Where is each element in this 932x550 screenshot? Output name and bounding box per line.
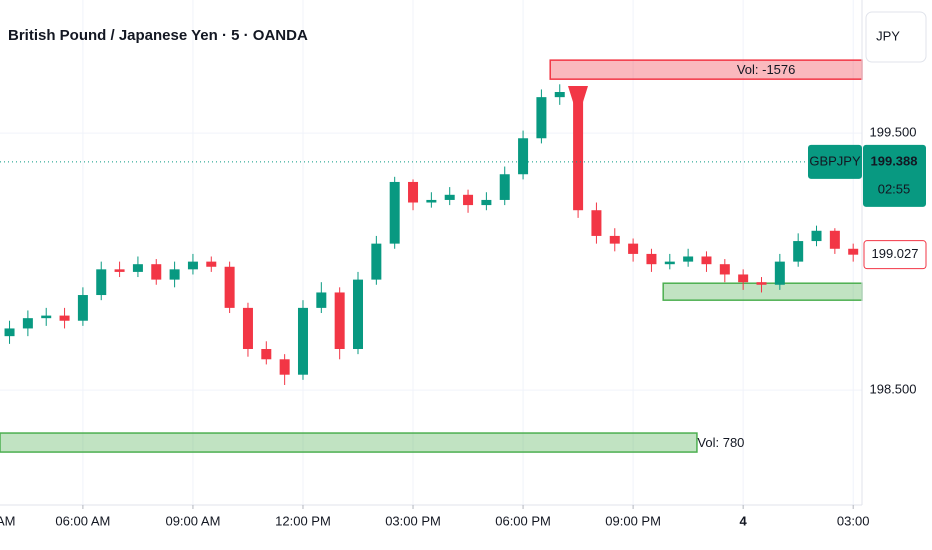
candle-body [683, 256, 694, 262]
zone-label: Vol: -1576 [737, 62, 796, 77]
currency-label: JPY [876, 28, 900, 43]
grid [0, 0, 862, 505]
candle-body [4, 328, 15, 337]
candle-body [132, 264, 143, 272]
candle-body [499, 174, 510, 200]
symbol-name: GBPJPY [809, 153, 861, 168]
candle-body [756, 282, 767, 285]
candle-body [591, 210, 602, 236]
candle-body [719, 264, 730, 275]
candle-body [96, 269, 107, 296]
candle-body [279, 359, 290, 375]
candle-body [738, 274, 749, 283]
candle-body [609, 235, 620, 244]
candle-body [334, 292, 345, 350]
price-label: 199.388 [871, 153, 918, 168]
candle-body [664, 261, 675, 265]
candle-body [151, 264, 162, 280]
zones: Vol: -1576 Vol: 780 [0, 59, 863, 453]
x-tick-label: 09:00 PM [605, 513, 661, 528]
candle-body [774, 261, 785, 285]
candle-body [848, 248, 859, 255]
x-tick-label: 09:00 AM [165, 513, 220, 528]
candle-body [187, 261, 198, 270]
candle-body [554, 92, 565, 98]
candle-body [573, 92, 584, 211]
x-tick-label: 03:00 PM [385, 513, 441, 528]
x-tick-label: 4 [740, 513, 748, 528]
candle-body [793, 241, 804, 262]
x-tick-label: 06:00 PM [495, 513, 551, 528]
zone-label: Vol: 780 [697, 435, 744, 450]
y-tick-label: 199.500 [870, 125, 917, 140]
candle-body [408, 181, 419, 203]
candle-body [536, 97, 547, 139]
zone [0, 432, 698, 453]
candle-body [206, 261, 217, 267]
candles [0, 84, 862, 385]
countdown: 02:55 [878, 181, 911, 196]
candle-body [353, 279, 364, 350]
candle-body [701, 256, 712, 265]
candle-body [389, 181, 400, 244]
x-tick-label: 03:00 [837, 513, 870, 528]
candle-body [426, 199, 437, 203]
zone [549, 59, 863, 80]
candle-body [463, 194, 474, 206]
candle-body [444, 194, 455, 200]
zone [662, 282, 863, 301]
candle-body [41, 315, 52, 319]
price-tag [863, 144, 926, 207]
candle-body [481, 199, 492, 206]
candle-body [169, 269, 180, 280]
sell-signal [568, 86, 588, 118]
chart-title: British Pound / Japanese Yen · 5 · OANDA [8, 27, 308, 44]
candle-body [224, 266, 235, 308]
last-price-label: 199.027 [872, 246, 919, 261]
candle-body [628, 243, 639, 254]
currency-button[interactable] [865, 11, 927, 63]
candle-body [646, 253, 657, 265]
x-tick-label: 03:00 AM [0, 513, 15, 528]
axis-labels: 198.500 199.500 03:00 AM 06:00 AM 09:00 AM 12… [0, 125, 927, 528]
candle-body [518, 138, 529, 175]
candle-body [261, 349, 272, 360]
last-price-tag [863, 240, 927, 270]
x-tick-label: 12:00 PM [275, 513, 331, 528]
candle-body [297, 307, 308, 375]
candle-body [371, 243, 382, 280]
y-tick-label: 198.500 [870, 382, 917, 397]
x-tick-label: 06:00 AM [55, 513, 110, 528]
candle-body [811, 230, 822, 242]
candle-body [77, 295, 88, 321]
symbol-tag [808, 144, 862, 179]
candle-body [316, 292, 327, 308]
candle-body [59, 315, 70, 321]
candle-body [22, 318, 33, 329]
candle-body [242, 307, 253, 350]
candle-body [829, 230, 840, 249]
candle-body [114, 269, 125, 272]
